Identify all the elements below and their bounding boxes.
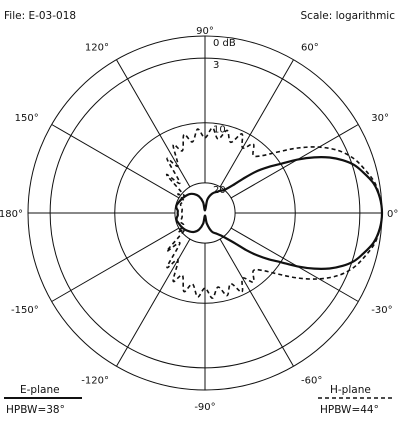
angle-label-60: 60° — [301, 43, 319, 54]
angle-labels: 0° 30° 60° 90° 120° 150° 180° -150° -120° -90° -60… — [0, 26, 398, 413]
legend: E-plane HPBW=38° H-plane HPBW=44° — [4, 384, 395, 416]
ring-label-0db: 0 dB — [213, 38, 236, 49]
angle-label--60: -60° — [301, 375, 322, 386]
angle-label-150: 150° — [15, 113, 39, 124]
angle-label--30: -30° — [371, 305, 392, 316]
scale-label: Scale: logarithmic — [300, 10, 396, 22]
legend-name-e-plane: E-plane — [20, 384, 60, 396]
angle-label-120: 120° — [85, 43, 109, 54]
legend-hpbw-h-plane: HPBW=44° — [320, 404, 379, 416]
spoke-150 — [51, 124, 180, 199]
angle-label-180: 180° — [0, 209, 23, 220]
series-h-plane — [165, 127, 383, 299]
angle-label-30: 30° — [371, 113, 389, 124]
legend-name-h-plane: H-plane — [330, 384, 371, 396]
ring-20db — [174, 182, 236, 244]
spoke--60 — [219, 238, 294, 367]
ring-label-10db: 10 — [213, 125, 226, 136]
angle-label--120: -120° — [81, 375, 109, 386]
angle-label--150: -150° — [11, 305, 39, 316]
series-e-plane — [175, 156, 384, 270]
spoke-grid — [28, 36, 382, 390]
angle-label-0: 0° — [387, 209, 398, 220]
pattern-curves — [165, 127, 384, 299]
angle-label-90: 90° — [196, 26, 214, 37]
legend-hpbw-e-plane: HPBW=38° — [6, 404, 65, 416]
ring-label-3db: 3 — [213, 60, 219, 71]
angle-label--90: -90° — [194, 402, 215, 413]
file-label: File: E-03-018 — [4, 10, 77, 22]
spoke--150 — [51, 227, 180, 302]
spoke-60 — [219, 59, 294, 188]
